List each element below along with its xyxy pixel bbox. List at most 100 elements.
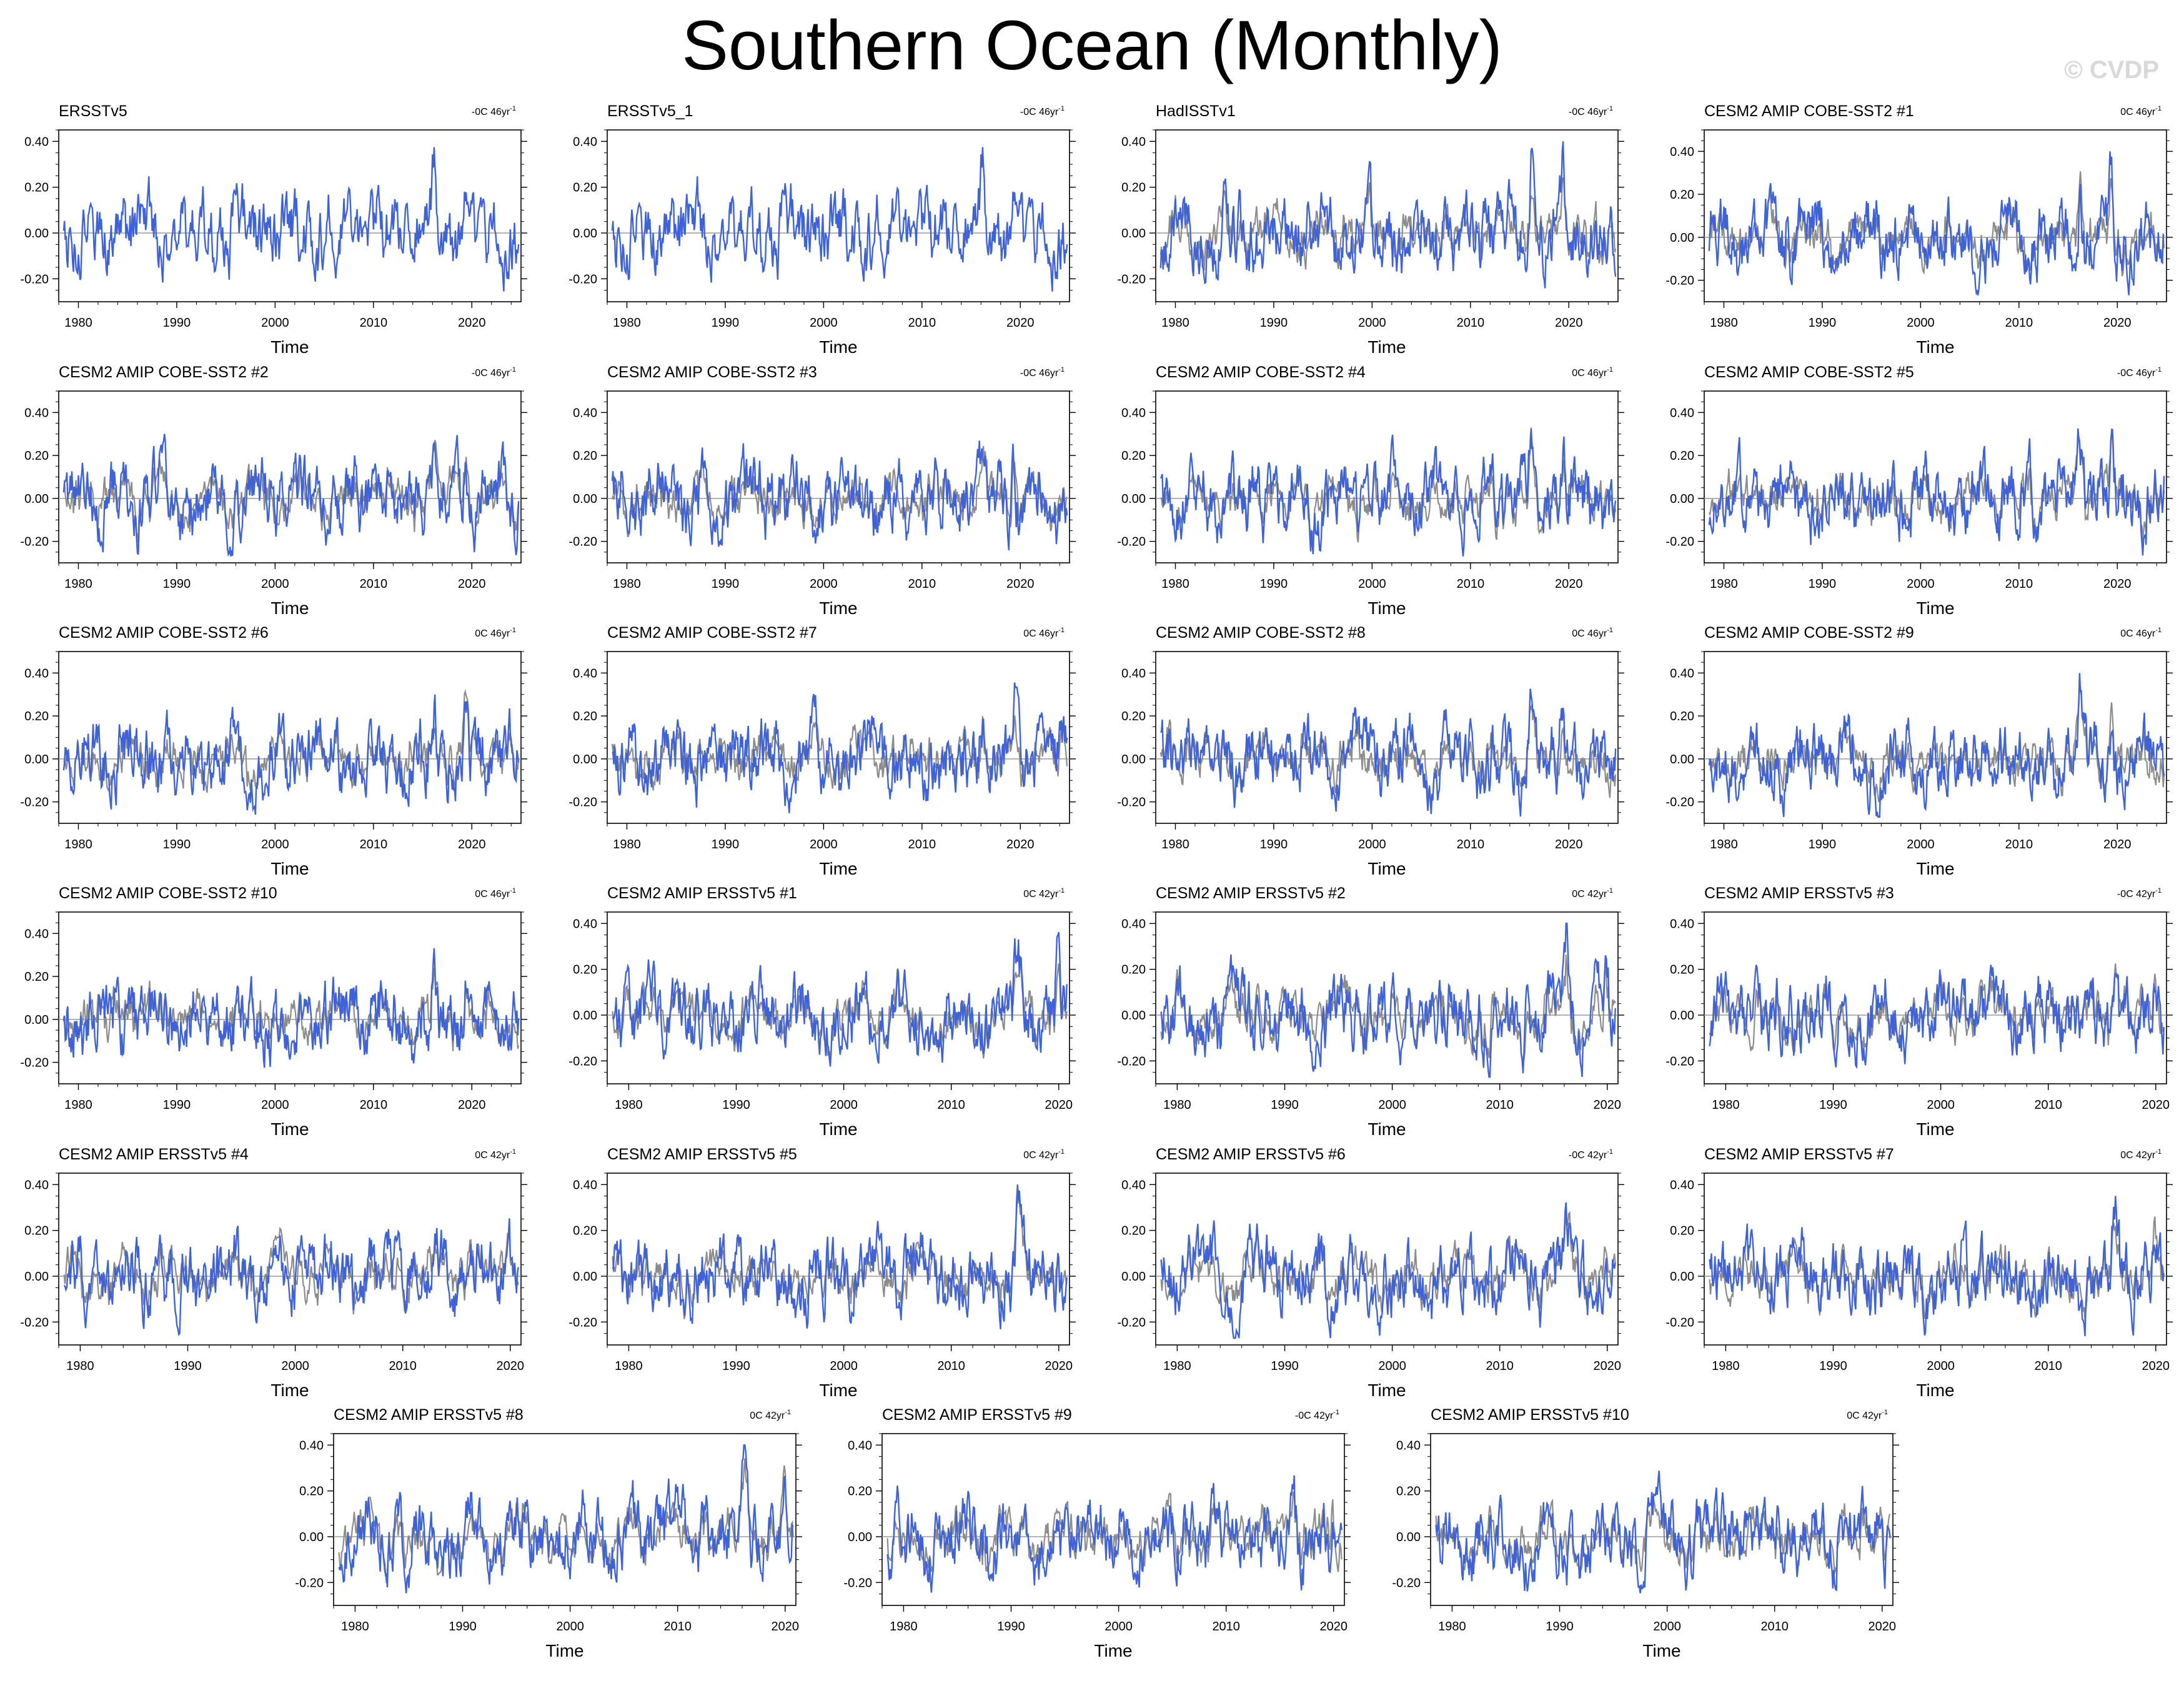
chart-svg: CESM2 AMIP ERSSTv5 #9 -0C 42yr-1 0.40 0.20 0… bbox=[843, 1406, 1351, 1660]
x-tick-label: 2000 bbox=[830, 1359, 858, 1373]
y-tick-label: 0.00 bbox=[1670, 492, 1694, 506]
y-tick-label: 0.00 bbox=[1396, 1530, 1421, 1544]
x-tick-label: 1980 bbox=[1710, 838, 1738, 851]
chart-panel: CESM2 AMIP ERSSTv5 #2 0C 42yr-1 0.40 0.20 0.… bbox=[1107, 857, 1632, 1139]
series-line bbox=[1159, 141, 1617, 289]
x-tick-label: 2000 bbox=[281, 1359, 309, 1373]
series-line bbox=[1709, 965, 2165, 1069]
chart-panel: CESM2 AMIP ERSSTv5 #8 0C 42yr-1 0.40 0.20 0.… bbox=[285, 1379, 810, 1660]
y-tick-label: 0.00 bbox=[299, 1530, 324, 1544]
x-tick-label: 2020 bbox=[1869, 1620, 1897, 1634]
x-tick-label: 1980 bbox=[1163, 1359, 1191, 1373]
y-tick-label: 0.40 bbox=[573, 406, 597, 420]
x-tick-label: 2020 bbox=[497, 1359, 525, 1373]
x-axis-label: Time bbox=[1367, 337, 1406, 357]
series-line bbox=[1708, 151, 2165, 296]
y-tick-label: -0.20 bbox=[1665, 1316, 1694, 1329]
plot-frame bbox=[58, 1173, 522, 1346]
y-tick-label: 0.40 bbox=[573, 1178, 597, 1192]
plot-frame bbox=[58, 129, 522, 302]
trend-label: 0C 42yr-1 bbox=[2120, 1148, 2162, 1161]
series-line bbox=[612, 682, 1068, 813]
y-tick-label: -0.20 bbox=[568, 1054, 597, 1068]
x-tick-label: 2010 bbox=[908, 316, 936, 330]
plot-frame bbox=[607, 390, 1070, 563]
x-tick-label: 2020 bbox=[2142, 1359, 2170, 1373]
y-tick-label: -0.20 bbox=[1665, 274, 1694, 288]
x-tick-label: 1990 bbox=[1260, 316, 1288, 330]
trend-label: 0C 42yr-1 bbox=[1572, 887, 1613, 900]
series-line bbox=[886, 1475, 1343, 1593]
y-tick-label: -0.20 bbox=[1117, 1054, 1146, 1068]
x-axis-label: Time bbox=[545, 1641, 583, 1660]
x-tick-label: 1990 bbox=[1809, 838, 1837, 851]
plot-frame bbox=[881, 1433, 1345, 1606]
x-tick-label: 2000 bbox=[1653, 1620, 1681, 1634]
chart-panel: CESM2 AMIP COBE-SST2 #10 0C 46yr-1 0.40 0.2… bbox=[10, 857, 535, 1139]
y-tick-label: -0.20 bbox=[1665, 1054, 1694, 1068]
series-line bbox=[62, 147, 520, 292]
chart-panel: HadISSTv1 -0C 46yr-1 0.40 0.20 0.00 -0.20 1980… bbox=[1107, 75, 1632, 357]
x-tick-label: 2000 bbox=[1378, 1359, 1406, 1373]
y-tick-label: 0.20 bbox=[573, 181, 597, 195]
x-tick-label: 2020 bbox=[1555, 316, 1583, 330]
chart-svg: CESM2 AMIP COBE-SST2 #8 0C 46yr-1 0.40 0.20… bbox=[1117, 624, 1624, 878]
series-line bbox=[338, 1444, 794, 1594]
y-tick-label: 0.40 bbox=[1670, 145, 1694, 159]
x-tick-label: 2020 bbox=[1594, 1359, 1622, 1373]
x-tick-label: 2010 bbox=[1457, 316, 1485, 330]
y-tick-label: 0.00 bbox=[24, 753, 49, 766]
chart-svg: CESM2 AMIP ERSSTv5 #3 -0C 42yr-1 0.40 0.20 0… bbox=[1665, 885, 2173, 1139]
panel-title: CESM2 AMIP COBE-SST2 #7 bbox=[607, 624, 817, 642]
panel-title: ERSSTv5_1 bbox=[607, 102, 693, 120]
x-axis-label: Time bbox=[271, 1119, 309, 1139]
x-tick-label: 2000 bbox=[830, 1098, 858, 1112]
x-tick-label: 2010 bbox=[2034, 1359, 2062, 1373]
x-tick-label: 1990 bbox=[1260, 838, 1288, 851]
panel-title: CESM2 AMIP ERSSTv5 #5 bbox=[607, 1146, 797, 1163]
x-tick-label: 2010 bbox=[937, 1359, 965, 1373]
x-tick-label: 2000 bbox=[810, 316, 838, 330]
chart-panel: CESM2 AMIP COBE-SST2 #6 0C 46yr-1 0.40 0.20… bbox=[10, 597, 535, 878]
x-tick-label: 2020 bbox=[1045, 1098, 1073, 1112]
x-tick-label: 1980 bbox=[64, 316, 92, 330]
y-tick-label: 0.40 bbox=[1121, 917, 1146, 931]
y-tick-label: 0.20 bbox=[24, 970, 49, 984]
x-tick-label: 2020 bbox=[1320, 1620, 1348, 1634]
x-tick-label: 2010 bbox=[1760, 1620, 1789, 1634]
chart-svg: CESM2 AMIP ERSSTv5 #2 0C 42yr-1 0.40 0.20 0.… bbox=[1117, 885, 1624, 1139]
x-tick-label: 2000 bbox=[261, 1098, 289, 1112]
x-tick-label: 1990 bbox=[1809, 577, 1837, 591]
x-tick-label: 2020 bbox=[2103, 316, 2132, 330]
chart-svg: CESM2 AMIP COBE-SST2 #3 -0C 46yr-1 0.40 0.2… bbox=[568, 364, 1076, 618]
x-tick-label: 2010 bbox=[908, 577, 936, 591]
x-tick-label: 2000 bbox=[1907, 316, 1935, 330]
y-tick-label: -0.20 bbox=[568, 1316, 597, 1329]
x-tick-label: 2000 bbox=[1358, 838, 1386, 851]
y-tick-label: 0.20 bbox=[1670, 963, 1694, 977]
reference-series-line bbox=[1160, 1211, 1616, 1313]
panel-title: CESM2 AMIP COBE-SST2 #10 bbox=[59, 885, 277, 902]
series-line bbox=[1160, 923, 1616, 1078]
x-tick-label: 1980 bbox=[613, 577, 641, 591]
trend-label: 0C 46yr-1 bbox=[1572, 627, 1613, 639]
y-tick-label: 0.00 bbox=[24, 492, 49, 506]
y-tick-label: 0.40 bbox=[1121, 406, 1146, 420]
series-line bbox=[1709, 1196, 2165, 1337]
y-tick-label: 0.20 bbox=[573, 710, 597, 723]
y-tick-label: 0.00 bbox=[1121, 1270, 1146, 1284]
x-tick-label: 1990 bbox=[722, 1359, 750, 1373]
y-tick-label: 0.20 bbox=[1121, 181, 1146, 195]
y-tick-label: 0.20 bbox=[24, 449, 49, 463]
series-line bbox=[1435, 1470, 1891, 1594]
x-tick-label: 2000 bbox=[261, 838, 289, 851]
series-line bbox=[1159, 429, 1617, 557]
x-tick-label: 2000 bbox=[1358, 577, 1386, 591]
x-tick-label: 2010 bbox=[908, 838, 936, 851]
x-axis-label: Time bbox=[1367, 1381, 1406, 1400]
y-tick-label: 0.40 bbox=[573, 917, 597, 931]
x-tick-label: 2020 bbox=[1006, 838, 1035, 851]
reference-series-line bbox=[1708, 681, 2165, 803]
trend-label: -0C 46yr-1 bbox=[472, 366, 516, 379]
